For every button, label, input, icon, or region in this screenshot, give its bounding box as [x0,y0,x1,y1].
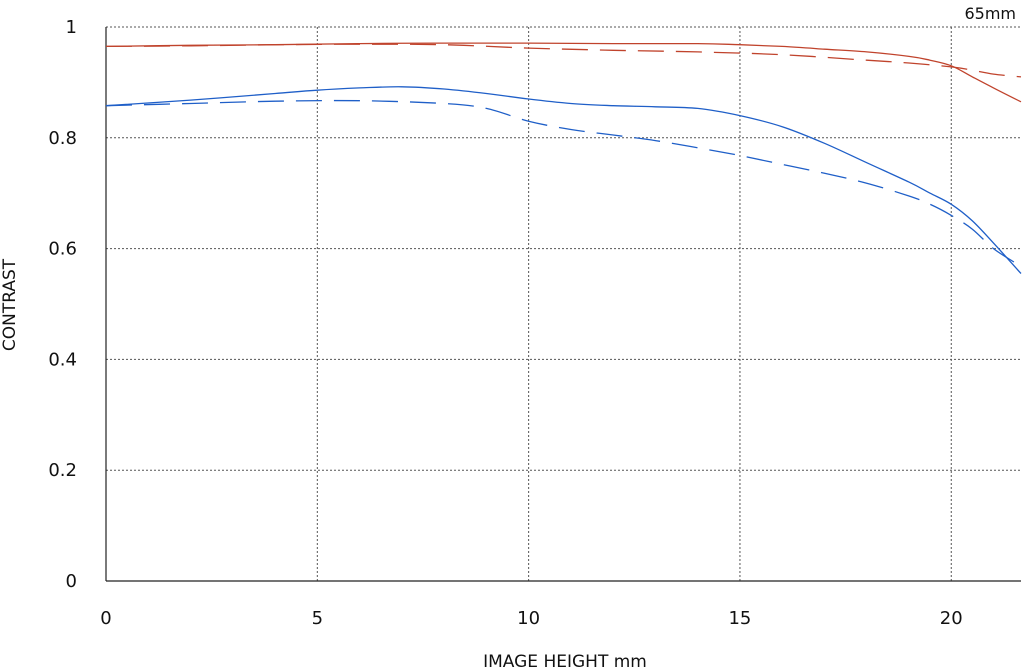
y-tick-label: 0.2 [48,460,77,481]
series-group [105,42,1022,274]
chart-title: 65mm [964,4,1016,23]
series-line-0 [105,42,1022,103]
series-line-1 [105,43,1022,78]
x-tick-label: 20 [940,608,963,629]
x-tick-label: 5 [312,608,323,629]
y-tick-labels: 0 0.2 0.4 0.6 0.8 1 [48,17,77,592]
y-tick-label: 0.8 [48,128,77,149]
series-line-2 [105,86,1022,274]
x-tick-label: 10 [517,608,540,629]
grid [106,26,1021,581]
x-tick-label: 15 [728,608,751,629]
x-tick-labels: 0 5 10 15 20 [100,608,962,629]
y-axis-label: CONTRAST [0,258,20,351]
series-line-3 [105,99,1016,264]
plot-frame [105,27,1021,582]
y-tick-label: 0.6 [48,239,77,260]
x-tick-label: 0 [100,608,111,629]
x-axis-label: IMAGE HEIGHT mm [483,652,647,672]
y-tick-label: 1 [66,17,77,38]
y-tick-label: 0.4 [48,349,77,370]
y-tick-label: 0 [66,571,77,592]
